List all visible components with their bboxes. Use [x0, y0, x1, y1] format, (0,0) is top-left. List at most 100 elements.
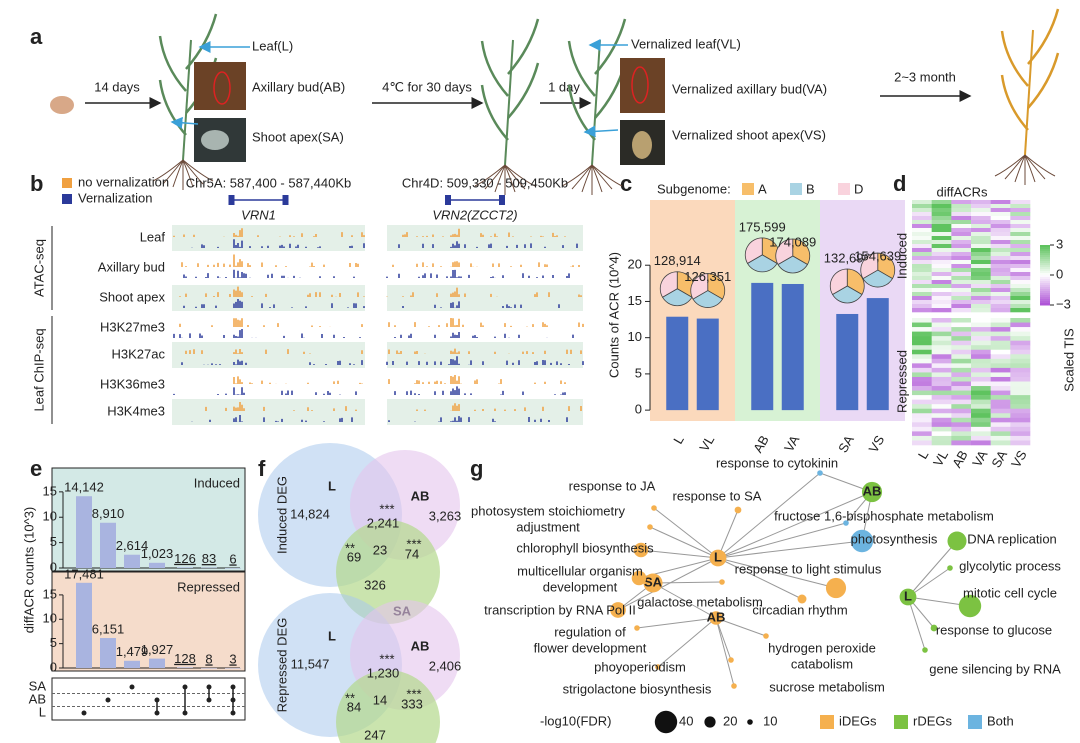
heatmap-cell — [990, 268, 1011, 273]
network-node — [651, 505, 657, 511]
heatmap-cell — [990, 280, 1011, 285]
network-node — [922, 647, 928, 653]
term-label: chlorophyll biosynthesis — [516, 540, 654, 555]
y-tick-label: 15 — [43, 483, 57, 498]
subgenome-pie — [690, 273, 709, 300]
plant-leaf — [480, 40, 509, 97]
term-label: development — [543, 579, 618, 594]
heatmap-cell — [931, 240, 952, 245]
subgenome-pie — [829, 268, 848, 296]
heatmap-cell — [931, 404, 952, 410]
colorbar-step — [1040, 259, 1050, 262]
heatmap-cell — [912, 399, 932, 405]
heatmap-cell — [1010, 304, 1031, 309]
heatmap-cell — [990, 340, 1011, 346]
heatmap-cell — [951, 240, 972, 245]
matrix-dot — [230, 697, 236, 703]
value-label: 2,614 — [116, 538, 149, 553]
network-edge — [636, 617, 717, 629]
x-tick-label: L — [670, 433, 687, 447]
heatmap-cell — [971, 228, 991, 233]
heatmap-cell — [951, 232, 972, 237]
colorbar-step — [1040, 249, 1050, 252]
track-bg — [387, 342, 583, 368]
color-legend-swatch — [820, 715, 834, 729]
signal-track — [179, 318, 363, 327]
signal-track — [183, 269, 355, 278]
bar — [100, 522, 116, 568]
value-label: 128 — [174, 651, 196, 666]
signal-track — [386, 287, 582, 297]
venn-count: 84 — [347, 699, 361, 714]
heatmap-cell — [931, 327, 952, 332]
y-tick-label: 0 — [635, 402, 642, 417]
track-label: Shoot apex — [99, 289, 165, 304]
heatmap-cell — [1010, 345, 1031, 351]
legend-label: no vernalization — [78, 174, 169, 189]
value-label: 8,910 — [92, 506, 125, 521]
heatmap-cell — [971, 264, 991, 269]
heatmap-cell — [971, 358, 991, 364]
heatmap-cell — [971, 240, 991, 245]
plant-root — [504, 164, 536, 187]
signal-track — [402, 228, 566, 237]
plant-root — [1024, 154, 1056, 177]
signal-track — [416, 403, 582, 411]
heatmap-cell — [912, 204, 932, 209]
colorbar-step — [1040, 247, 1050, 250]
heatmap-cell — [971, 284, 991, 289]
heatmap-cell — [912, 340, 932, 346]
term-label: phoyoperiodism — [594, 659, 686, 674]
set-label: AB — [29, 691, 46, 706]
heatmap-cell — [931, 204, 952, 209]
locus-coord: Chr4D: 509,330 - 509,450Kb — [402, 175, 568, 190]
heatmap-cell — [971, 260, 991, 265]
heatmap-cell — [931, 276, 952, 281]
plant-root — [581, 164, 593, 193]
heatmap-cell — [1010, 390, 1031, 396]
matrix-dot — [105, 697, 111, 703]
heatmap-cell — [931, 300, 952, 305]
heatmap-cell — [912, 440, 932, 446]
heatmap-cell — [951, 244, 972, 249]
network-node — [709, 611, 723, 625]
signal-track — [233, 376, 363, 384]
heatmap-cell — [931, 395, 952, 400]
network-edge — [640, 549, 719, 559]
heatmap-cell — [971, 395, 991, 400]
gene-name: VRN1 — [241, 207, 276, 222]
heatmap-cell — [931, 252, 952, 257]
group-band — [735, 200, 820, 421]
network-edge — [715, 617, 732, 661]
x-tick-label: VA — [781, 432, 802, 454]
x-tick-label: SA — [835, 432, 857, 455]
heatmap-cell — [931, 220, 952, 225]
heatmap-cell — [912, 300, 932, 305]
term-label: photosystem stoichiometry — [471, 503, 625, 518]
venn-count: 14 — [373, 692, 387, 707]
plant-root — [182, 159, 214, 182]
signal-track — [386, 269, 570, 278]
heatmap-cell — [931, 256, 952, 261]
heatmap-cell — [931, 358, 952, 364]
gene-exon — [445, 195, 451, 205]
network-edge — [717, 472, 821, 559]
heatmap-cell — [1010, 288, 1031, 293]
heatmap-cell — [1010, 399, 1031, 405]
heatmap-cell — [912, 244, 932, 249]
heatmap-cell — [931, 200, 952, 205]
heatmap-cell — [912, 232, 932, 237]
heatmap-cell — [1010, 208, 1031, 213]
heatmap-cell — [931, 212, 952, 217]
set-label: L — [39, 704, 46, 719]
heatmap-cell — [971, 288, 991, 293]
network-edge — [649, 526, 719, 559]
heatmap-cell — [931, 386, 952, 391]
plant-leaf — [1000, 30, 1029, 87]
heatmap-cell — [951, 288, 972, 293]
plant-root — [162, 159, 184, 185]
colorbar-step — [1040, 245, 1050, 248]
matrix-dot — [230, 684, 236, 690]
signal-track — [398, 241, 578, 248]
heatmap-cell — [990, 296, 1011, 301]
